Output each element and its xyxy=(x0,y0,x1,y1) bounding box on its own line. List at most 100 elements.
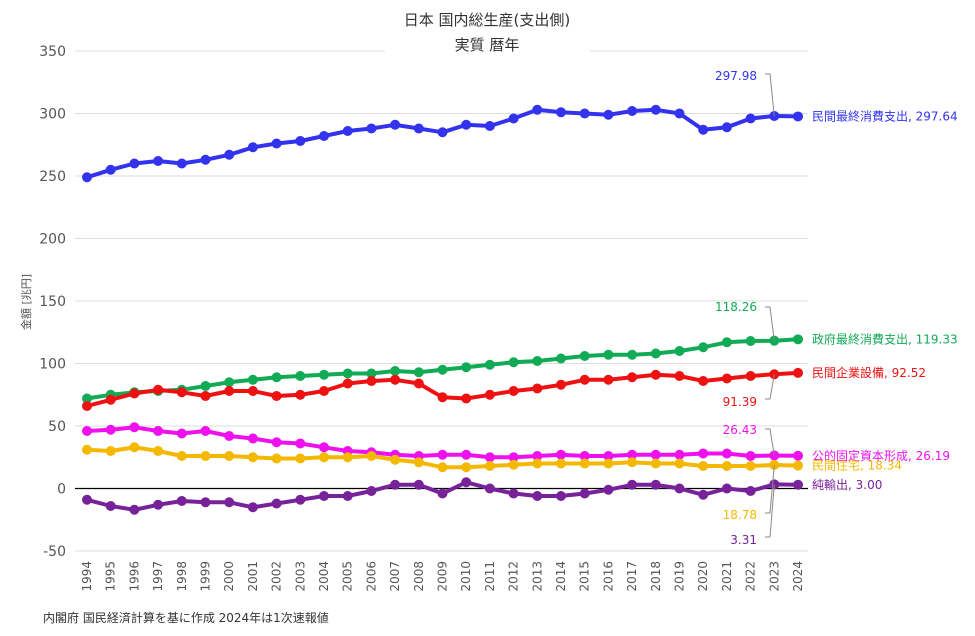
data-point xyxy=(437,127,448,138)
data-point xyxy=(579,458,590,469)
data-point xyxy=(342,378,353,389)
series-5: 純輸出, 3.00 xyxy=(82,477,882,515)
data-point xyxy=(413,378,424,389)
callout-leader xyxy=(765,73,775,117)
data-point xyxy=(295,438,306,449)
data-point xyxy=(508,488,519,499)
data-point xyxy=(295,453,306,464)
y-tick-label: -50 xyxy=(43,544,66,560)
data-point xyxy=(105,424,116,435)
data-point xyxy=(698,461,709,471)
x-tick-label: 2015 xyxy=(578,561,592,592)
data-point xyxy=(437,462,448,473)
data-point xyxy=(247,142,258,153)
data-point xyxy=(508,357,519,368)
title-background xyxy=(385,6,590,58)
data-point xyxy=(745,461,756,471)
callout-label: 18.78 xyxy=(723,508,757,522)
callout-label: 297.98 xyxy=(715,69,757,83)
data-point xyxy=(508,386,519,396)
data-point xyxy=(413,123,424,134)
data-point xyxy=(674,449,685,460)
series-0: 民間最終消費支出, 297.64 xyxy=(82,104,958,183)
data-point xyxy=(366,368,377,379)
data-point xyxy=(650,449,661,460)
y-tick-label: 150 xyxy=(39,294,66,310)
data-point xyxy=(224,497,235,508)
data-point xyxy=(579,488,590,499)
data-point xyxy=(82,444,92,455)
data-point xyxy=(390,479,401,490)
data-point xyxy=(224,386,235,396)
data-point xyxy=(603,374,614,385)
chart-title: 日本 国内総生産(支出側) xyxy=(404,11,570,29)
data-point xyxy=(532,458,543,469)
data-point xyxy=(366,451,377,461)
data-point xyxy=(532,491,543,501)
x-tick-label: 2019 xyxy=(673,561,687,592)
data-point xyxy=(200,497,211,508)
data-point xyxy=(721,448,732,459)
y-axis-label: 金額 [兆円] xyxy=(19,274,33,330)
series-4: 民間住宅, 18.34 xyxy=(82,442,902,473)
data-point xyxy=(271,391,282,401)
data-point xyxy=(793,460,803,471)
data-point xyxy=(721,337,732,348)
x-axis-ticks: 1994 1995 1996 1997 1998 1999 2000 2001 2002 2003… xyxy=(80,561,805,592)
data-point xyxy=(319,491,329,501)
data-point xyxy=(390,374,401,385)
data-point xyxy=(129,388,140,399)
data-point xyxy=(200,391,211,401)
data-point xyxy=(484,461,495,471)
callout-leader xyxy=(765,464,775,514)
x-tick-label: 2009 xyxy=(436,561,450,592)
data-point xyxy=(224,451,235,461)
data-point xyxy=(295,136,306,146)
series-line xyxy=(86,107,799,180)
x-tick-label: 2004 xyxy=(317,561,331,592)
data-point xyxy=(390,119,401,130)
data-point xyxy=(105,394,116,405)
data-point xyxy=(176,387,187,398)
data-point xyxy=(105,446,116,456)
data-point xyxy=(247,374,258,385)
x-tick-label: 2008 xyxy=(412,561,426,592)
end-label: 公的固定資本形成, 26.19 xyxy=(812,448,950,463)
y-tick-label: 350 xyxy=(39,44,66,60)
data-point xyxy=(650,369,661,380)
data-point xyxy=(461,119,472,130)
x-tick-label: 2013 xyxy=(530,561,544,592)
data-point xyxy=(698,376,709,386)
data-point xyxy=(176,451,187,461)
data-point xyxy=(413,479,424,490)
data-point xyxy=(295,389,306,400)
x-tick-label: 2014 xyxy=(554,561,568,592)
data-point xyxy=(271,372,282,383)
callout-leader xyxy=(765,306,775,341)
data-point xyxy=(627,349,638,360)
data-point xyxy=(200,154,211,165)
data-point xyxy=(461,393,472,404)
data-point xyxy=(247,452,258,463)
data-point xyxy=(745,486,756,496)
callout-label: 118.26 xyxy=(715,300,757,314)
chart-subtitle: 実質 暦年 xyxy=(455,36,520,54)
data-point xyxy=(745,451,756,461)
data-point xyxy=(390,366,401,376)
data-point xyxy=(603,349,614,360)
data-point xyxy=(82,494,92,505)
x-tick-label: 2007 xyxy=(388,561,402,592)
data-point xyxy=(461,449,472,460)
data-point xyxy=(129,442,140,453)
data-point xyxy=(793,479,803,490)
data-point xyxy=(366,123,377,134)
data-point xyxy=(721,483,732,494)
data-point xyxy=(650,348,661,359)
end-label: 政府最終消費支出, 119.33 xyxy=(812,331,958,346)
x-tick-label: 2005 xyxy=(341,561,355,592)
data-point xyxy=(579,451,590,461)
data-point xyxy=(153,499,164,510)
data-point xyxy=(603,451,614,461)
data-point xyxy=(603,484,614,495)
